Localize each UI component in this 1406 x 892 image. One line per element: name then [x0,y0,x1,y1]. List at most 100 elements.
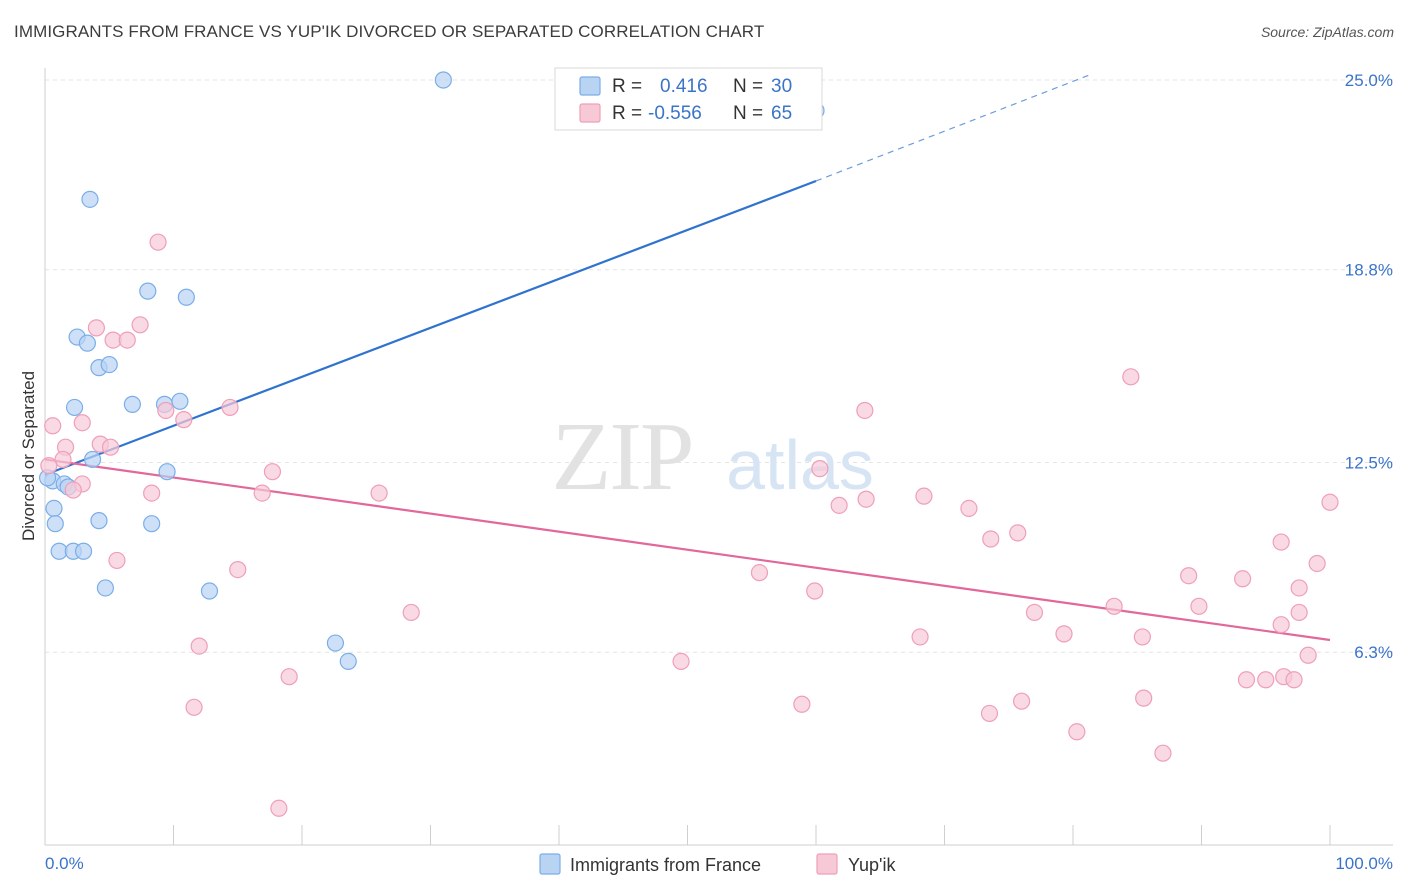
point-france-18 [45,499,63,517]
point-yupik-2 [131,316,149,334]
point-yupik-0 [149,233,167,251]
point-yupik-57 [1237,671,1256,689]
point-france-8 [100,355,118,374]
point-yupik-48 [1321,493,1339,511]
point-france-6 [78,334,97,352]
point-yupik-44 [1234,570,1252,588]
point-france-26 [200,582,219,600]
point-yupik-7 [221,398,239,417]
point-yupik-8 [157,401,175,420]
point-yupik-17 [64,481,82,499]
point-france-20 [90,512,108,530]
point-yupik-29 [830,496,848,514]
bottom-legend-label-yupik: Yup'ik [848,855,896,875]
legend-r-label-yupik: R = [612,103,642,124]
point-yupik-33 [915,487,933,505]
point-yupik-38 [806,582,824,600]
watermark-zip: ZIP [552,403,693,511]
y-axis-title: Divorced or Separated [19,371,38,541]
legend-r-value-france: 0.416 [660,76,708,97]
point-yupik-28 [811,460,829,478]
point-france-28 [339,652,357,671]
point-yupik-61 [1068,723,1086,741]
point-yupik-1 [87,319,106,337]
point-france-24 [74,542,93,560]
point-france-12 [171,392,189,410]
point-yupik-15 [263,463,282,481]
point-yupik-52 [1272,616,1290,634]
point-yupik-13 [54,450,72,469]
point-yupik-41 [1055,625,1073,643]
point-yupik-47 [1308,554,1326,573]
point-france-3 [139,282,157,300]
bottom-legend-swatch-france [539,853,561,875]
x-tick-label-right: 100.0% [1335,854,1393,873]
point-yupik-64 [672,652,690,671]
point-yupik-22 [229,560,247,579]
grid-lines [45,79,1393,653]
point-yupik-20 [370,484,388,502]
point-yupik-55 [1257,671,1275,689]
point-yupik-56 [1285,671,1303,689]
point-yupik-63 [793,695,811,713]
y-tick-labels: 6.3% 12.5% 18.8% 25.0% [1345,71,1393,662]
point-france-4 [177,288,195,306]
legend-r-label-france: R = [612,76,642,97]
point-yupik-4 [118,331,136,349]
legend-n-value-yupik: 65 [771,103,792,124]
point-yupik-12 [101,438,120,456]
point-france-0 [434,71,452,89]
point-yupik-25 [280,668,298,686]
point-yupik-18 [143,484,161,502]
x-tick-label-left: 0.0% [45,854,84,873]
point-france-14 [158,463,176,481]
point-yupik-59 [980,704,999,723]
point-france-10 [123,395,141,413]
legend-swatch-france [579,76,601,96]
y-tick-label-1: 12.5% [1345,454,1393,473]
point-yupik-24 [190,637,208,655]
point-yupik-43 [1133,628,1151,646]
legend-n-label-france: N = [733,76,763,97]
point-yupik-30 [856,401,874,420]
point-france-25 [96,579,114,597]
y-tick-label-3: 25.0% [1345,71,1393,90]
point-france-21 [143,515,161,533]
point-yupik-60 [1012,692,1031,710]
point-yupik-39 [911,628,929,646]
point-yupik-46 [1180,567,1198,585]
point-yupik-62 [1154,744,1172,762]
legend: R = 0.416 N = 30 R = -0.556 N = 65 [554,67,823,131]
point-yupik-27 [270,799,288,817]
watermark-atlas: atlas [726,426,874,504]
point-yupik-36 [1009,524,1027,542]
x-tick-labels: 0.0% 100.0% [45,854,1393,873]
legend-swatch-yupik [579,103,601,123]
point-yupik-51 [1290,603,1308,622]
source-label: Source: ZipAtlas.com [1260,24,1394,40]
point-yupik-37 [750,564,769,582]
bottom-legend-swatch-yupik [816,853,838,875]
y-tick-label-2: 18.8% [1345,261,1393,280]
point-france-13 [83,450,102,469]
point-yupik-45 [1190,597,1208,615]
point-yupik-50 [1290,579,1308,597]
point-yupik-40 [1025,603,1044,622]
point-yupik-19 [253,484,271,502]
point-yupik-26 [185,698,203,716]
point-yupik-21 [108,551,126,570]
point-yupik-35 [982,530,1000,548]
point-yupik-14 [40,456,58,475]
y-tick-label-0: 6.3% [1354,643,1393,662]
point-france-9 [65,398,84,417]
point-yupik-31 [1122,368,1140,386]
axes [44,68,1393,846]
legend-r-value-yupik: -0.556 [648,103,702,124]
legend-n-value-france: 30 [771,76,792,97]
data-points [38,71,1339,817]
point-yupik-6 [73,414,91,432]
point-france-2 [81,190,99,208]
trend-lines [44,73,1331,642]
point-yupik-58 [1135,689,1153,707]
